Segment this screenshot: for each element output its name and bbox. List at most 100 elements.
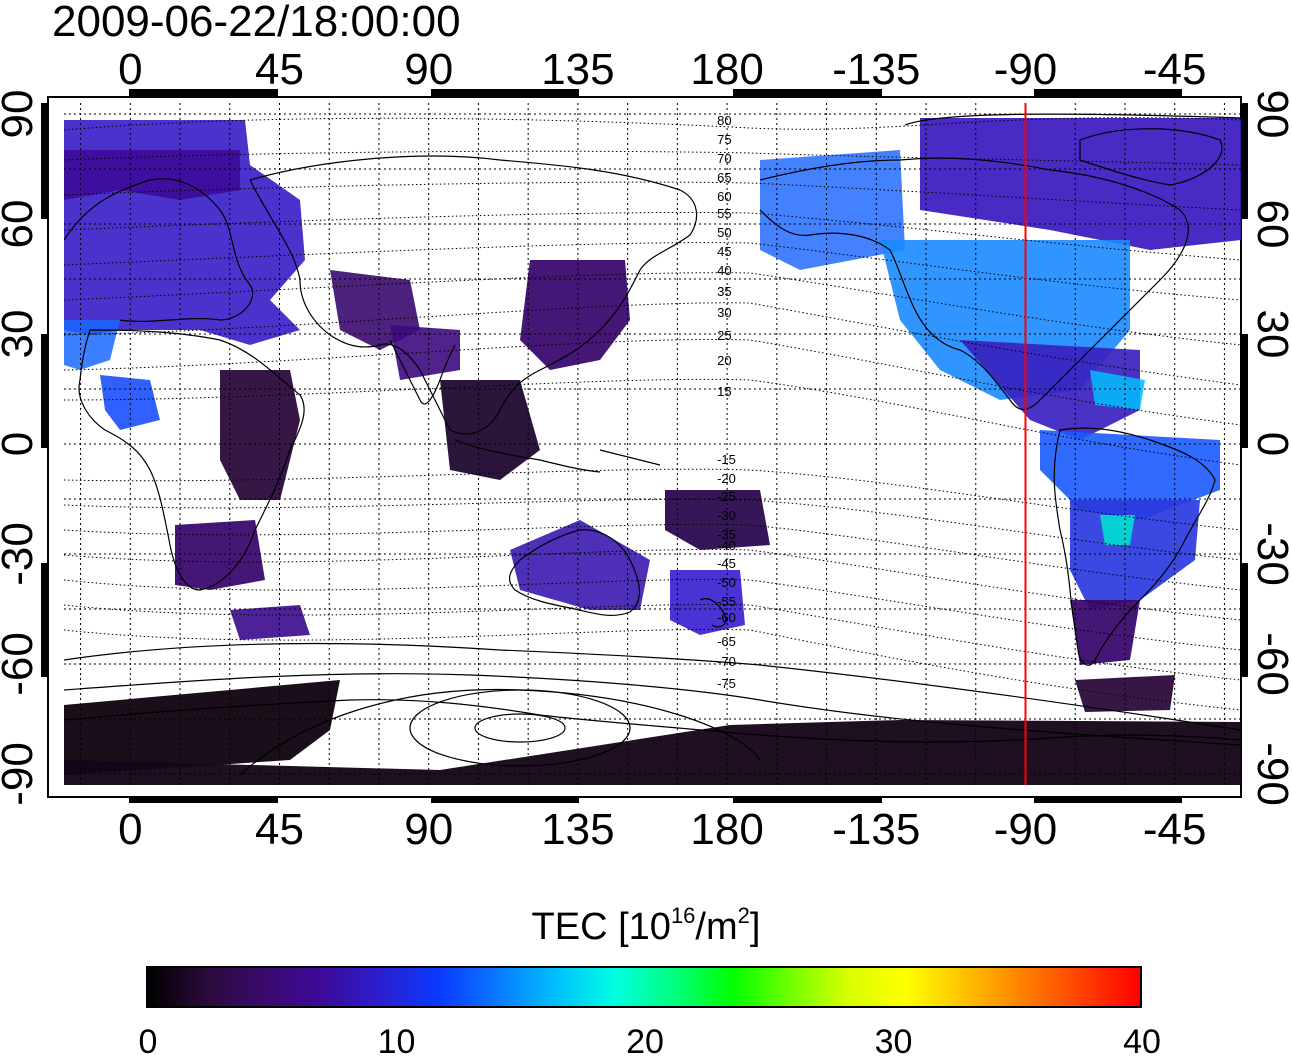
tec-patch-north-america-top — [920, 118, 1241, 250]
contour-label: -55 — [717, 594, 736, 609]
longitude-tick-top: 0 — [118, 45, 142, 94]
contour-label: 65 — [717, 170, 731, 185]
coastline-antarctica — [64, 699, 1241, 743]
latitude-tick-right: 30 — [1248, 310, 1292, 359]
tec-map: 80 75 70 65 60 55 50 45 40 35 30 25 20 15 -15 -20 -25 -3… — [0, 45, 1292, 854]
contour-label: -20 — [717, 471, 736, 486]
contour-label: -25 — [717, 489, 736, 504]
contour-label: 55 — [717, 206, 731, 221]
contour-label: 35 — [717, 284, 731, 299]
longitude-tick-bottom: -90 — [994, 805, 1058, 854]
colorbar-tick: 40 — [1123, 1023, 1161, 1061]
tec-patch-caribbean — [1090, 370, 1145, 410]
contour-label: 45 — [717, 244, 731, 259]
longitude-tick-top: -45 — [1143, 45, 1207, 94]
contour-label: -65 — [717, 634, 736, 649]
contour-label: -70 — [717, 654, 736, 669]
coastline-europe — [64, 178, 254, 323]
colorbar-tick: 30 — [874, 1023, 913, 1061]
contour-label: 25 — [717, 328, 731, 343]
latitude-tick-left: 0 — [0, 432, 42, 456]
coastline-australia — [508, 529, 640, 616]
longitude-tick-top: -135 — [832, 45, 920, 94]
contour-label: -60 — [717, 610, 736, 625]
colorbar-tick: 20 — [626, 1023, 664, 1061]
latitude-ticks-right: 90 60 30 0 -30 -60 -90 — [1248, 90, 1292, 806]
contour-label: 80 — [717, 113, 731, 128]
colorbar-title-unit-exponent: 2 — [737, 903, 750, 928]
longitude-tick-top: -90 — [994, 45, 1058, 94]
coastline-asia — [249, 155, 698, 435]
tec-patch-alaska-canada — [760, 150, 905, 270]
coastline-india — [389, 339, 456, 405]
frame-bars — [41, 89, 1248, 803]
colorbar-tick: 0 — [138, 1023, 158, 1061]
contour-label: -30 — [717, 508, 736, 523]
colorbar-title-unit: /m — [695, 906, 738, 948]
longitude-tick-bottom: 45 — [255, 805, 304, 854]
colorbar-title-suffix: ] — [749, 906, 761, 948]
longitude-tick-top: 45 — [255, 45, 304, 94]
contour-label: -15 — [717, 452, 736, 467]
longitude-tick-bottom: 0 — [118, 805, 142, 854]
contour-label: 15 — [717, 384, 731, 399]
timestamp: 2009-06-22/18:00:00 — [52, 0, 461, 46]
contour-labels-north: 80 75 70 65 60 55 50 45 40 35 30 25 20 15 — [717, 113, 731, 399]
longitude-tick-top: 180 — [690, 45, 763, 94]
tec-patch-antarctica-east — [64, 720, 1241, 785]
tec-patch-australia — [510, 520, 650, 610]
contour-label: -50 — [717, 575, 736, 590]
contour-label: -40 — [717, 538, 736, 553]
tec-patch-se-asia — [440, 380, 540, 480]
longitude-tick-bottom: -45 — [1143, 805, 1207, 854]
latitude-tick-left: 30 — [0, 310, 42, 359]
contour-label: 20 — [717, 353, 731, 368]
latitude-tick-left: -60 — [0, 632, 42, 696]
tec-patch-pacific-islands — [665, 490, 770, 550]
longitude-ticks-bottom: 0 45 90 135 180 -135 -90 -45 — [118, 805, 1206, 854]
colorbar-title: TEC [1016/m2] — [0, 905, 1292, 949]
tec-patch-s-america-north — [1040, 430, 1220, 520]
coastline-north-america — [759, 157, 1189, 410]
contour-labels-south: -15 -20 -25 -30 -35-40 -45 -50 -55-60 -65 -70 -75 — [717, 452, 736, 691]
coastline-africa — [78, 329, 305, 591]
magnetic-latitude-contours — [64, 117, 1241, 711]
tec-patch-e-africa — [220, 370, 300, 500]
latitude-tick-right: -30 — [1248, 522, 1292, 586]
tec-patch-n-africa — [64, 320, 120, 370]
contour-label: -75 — [717, 676, 736, 691]
longitude-tick-top: 135 — [541, 45, 614, 94]
magnetic-pole-contours — [64, 113, 1241, 776]
contour-label: 50 — [717, 225, 731, 240]
longitude-tick-bottom: 90 — [404, 805, 453, 854]
contour-label: 30 — [717, 305, 731, 320]
coastlines — [64, 128, 1241, 743]
longitude-tick-bottom: -135 — [832, 805, 920, 854]
latitude-tick-left: 60 — [0, 200, 42, 249]
tec-patch-east-asia — [520, 260, 630, 370]
contour-label: -45 — [717, 556, 736, 571]
contour-label: -35 — [717, 527, 736, 542]
coastline-indonesia — [454, 439, 661, 473]
contour-label: 70 — [717, 151, 731, 166]
contour-label: 75 — [717, 132, 731, 147]
contour-label: 60 — [717, 189, 731, 204]
coastline-nz — [699, 598, 727, 628]
colorbar-title-exponent: 16 — [670, 903, 696, 928]
latitude-tick-right: 0 — [1248, 432, 1292, 456]
latitude-tick-right: -60 — [1248, 632, 1292, 696]
tec-patch-patagonia — [1070, 600, 1140, 665]
latitude-tick-right: -90 — [1248, 742, 1292, 806]
tec-patch-s-africa — [175, 520, 265, 590]
tec-patch-southern-ocean — [230, 605, 310, 640]
colorbar-tick: 10 — [377, 1023, 416, 1061]
longitude-tick-bottom: 135 — [541, 805, 614, 854]
colorbar-title-prefix: TEC [10 — [531, 906, 671, 948]
contour-label: 40 — [717, 263, 731, 278]
coastline-greenland — [1079, 128, 1223, 186]
tec-patch-s-america-cyan — [1100, 515, 1135, 545]
colorbar — [146, 966, 1142, 1008]
latitude-tick-left: 90 — [0, 90, 42, 139]
latitude-tick-left: -90 — [0, 742, 42, 806]
latitude-tick-left: -30 — [0, 522, 42, 586]
